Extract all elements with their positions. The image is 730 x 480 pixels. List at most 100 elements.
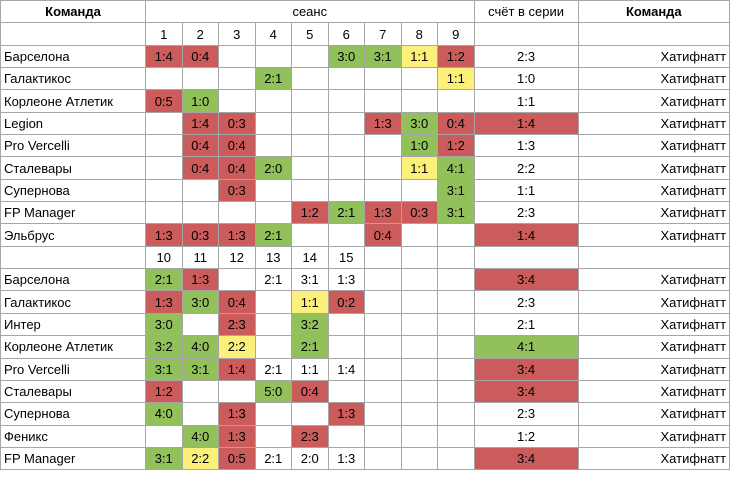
session-score-cell bbox=[291, 223, 329, 247]
session-score-cell bbox=[364, 424, 402, 448]
session-score-cell bbox=[254, 44, 292, 69]
session-score-cell bbox=[145, 424, 183, 448]
header-row: Команда сеанс счёт в серии Команда bbox=[0, 0, 730, 24]
session-score-cell: 2:1 bbox=[145, 268, 183, 292]
session-score-cell bbox=[400, 357, 438, 381]
session-number: 8 bbox=[400, 22, 438, 46]
opponent-name: Хатифнатт bbox=[577, 446, 730, 471]
session-score-cell: 5:0 bbox=[254, 379, 292, 404]
blank-cell bbox=[473, 22, 579, 46]
session-number: 15 bbox=[327, 245, 365, 270]
session-number: 9 bbox=[437, 22, 475, 46]
session-score-cell bbox=[437, 335, 475, 359]
session-score-cell: 3:1 bbox=[291, 268, 329, 292]
session-score-cell: 1:3 bbox=[145, 290, 183, 314]
team-name: Legion bbox=[0, 111, 146, 136]
session-number: 5 bbox=[291, 22, 329, 46]
session-score-cell: 1:3 bbox=[327, 268, 365, 292]
session-score-cell bbox=[181, 402, 219, 426]
session-score-cell: 4:0 bbox=[181, 335, 219, 359]
session-score-cell: 1:3 bbox=[364, 111, 402, 136]
session-score-cell: 1:4 bbox=[327, 357, 365, 381]
session-score-cell: 2:1 bbox=[254, 67, 292, 91]
team-row: Барселона 1:4 0:4 3:0 3:1 1:1 1:2 2:3 Хатифнатт bbox=[0, 44, 730, 69]
session-score-cell bbox=[437, 268, 475, 292]
session-score-cell bbox=[400, 178, 438, 203]
session-score-cell bbox=[181, 379, 219, 404]
team-name: Pro Vercelli bbox=[0, 357, 146, 381]
session-score-cell bbox=[400, 446, 438, 471]
session-number: 7 bbox=[364, 22, 402, 46]
session-score-cell: 1:3 bbox=[145, 223, 183, 247]
session-score-cell: 1:2 bbox=[437, 44, 475, 69]
session-score-cell bbox=[291, 402, 329, 426]
blank-cell bbox=[473, 245, 579, 270]
team-row: Галактикос 1:3 3:0 0:4 1:1 0:2 2:3 Хатифнатт bbox=[0, 290, 730, 314]
session-score-cell: 4:1 bbox=[437, 156, 475, 180]
session-score-cell bbox=[400, 424, 438, 448]
session-number bbox=[364, 245, 402, 270]
session-score-cell bbox=[181, 67, 219, 91]
session-number: 13 bbox=[254, 245, 292, 270]
session-score-cell: 1:2 bbox=[291, 201, 329, 225]
session-score-cell bbox=[400, 89, 438, 113]
session-score-cell: 1:1 bbox=[437, 67, 475, 91]
session-score-cell: 2:1 bbox=[254, 357, 292, 381]
session-score-cell bbox=[145, 111, 183, 136]
team-name: Супернова bbox=[0, 402, 146, 426]
opponent-name: Хатифнатт bbox=[577, 379, 730, 404]
team-name: Сталевары bbox=[0, 379, 146, 404]
session-score-cell: 1:1 bbox=[291, 290, 329, 314]
team-row: Супернова 0:3 3:1 1:1 Хатифнатт bbox=[0, 178, 730, 203]
session-score-cell: 0:5 bbox=[218, 446, 256, 471]
session-number bbox=[400, 245, 438, 270]
session-score-cell bbox=[218, 268, 256, 292]
team-row: FP Manager 3:1 2:2 0:5 2:1 2:0 1:3 3:4 Хатифнатт bbox=[0, 446, 730, 471]
team-row: Супернова 4:0 1:3 1:3 2:3 Хатифнатт bbox=[0, 402, 730, 426]
session-score-cell bbox=[145, 67, 183, 91]
blank-cell bbox=[0, 22, 146, 46]
session-score-cell bbox=[254, 178, 292, 203]
session-score-cell bbox=[218, 201, 256, 225]
opponent-name: Хатифнатт bbox=[577, 111, 730, 136]
session-score-cell bbox=[291, 67, 329, 91]
session-score-cell: 0:4 bbox=[181, 134, 219, 158]
session-score-cell bbox=[254, 402, 292, 426]
team-row: Корлеоне Атлетик 0:5 1:0 1:1 Хатифнатт bbox=[0, 89, 730, 113]
session-score-cell bbox=[254, 201, 292, 225]
series-score-cell: 2:3 bbox=[473, 290, 579, 314]
session-score-cell: 2:0 bbox=[291, 446, 329, 471]
session-score-cell bbox=[437, 223, 475, 247]
team-name: Галактикос bbox=[0, 67, 146, 91]
session-score-cell bbox=[327, 335, 365, 359]
session-score-cell: 2:3 bbox=[291, 424, 329, 448]
team-row: Сталевары 1:2 5:0 0:4 3:4 Хатифнатт bbox=[0, 379, 730, 404]
session-score-cell bbox=[254, 312, 292, 337]
opponent-name: Хатифнатт bbox=[577, 134, 730, 158]
series-score-cell: 3:4 bbox=[473, 357, 579, 381]
session-score-cell bbox=[254, 290, 292, 314]
session-score-cell: 2:1 bbox=[254, 223, 292, 247]
session-score-cell: 0:4 bbox=[291, 379, 329, 404]
session-score-cell: 2:1 bbox=[291, 335, 329, 359]
opponent-name: Хатифнатт bbox=[577, 424, 730, 448]
session-score-cell: 0:4 bbox=[218, 156, 256, 180]
session-score-cell: 0:3 bbox=[218, 111, 256, 136]
session-score-cell: 1:2 bbox=[437, 134, 475, 158]
session-score-cell bbox=[327, 134, 365, 158]
team-row: Pro Vercelli 3:1 3:1 1:4 2:1 1:1 1:4 3:4 Хатифна… bbox=[0, 357, 730, 381]
session-score-cell: 1:0 bbox=[400, 134, 438, 158]
session-score-cell: 3:1 bbox=[364, 44, 402, 69]
session-score-cell bbox=[364, 67, 402, 91]
series-score-cell: 2:3 bbox=[473, 44, 579, 69]
team-name: Эльбрус bbox=[0, 223, 146, 247]
session-score-cell bbox=[364, 379, 402, 404]
series-score-cell: 2:3 bbox=[473, 201, 579, 225]
session-score-cell: 1:3 bbox=[218, 402, 256, 426]
session-number-row: 10 11 12 13 14 15 bbox=[0, 245, 730, 270]
session-score-cell bbox=[291, 44, 329, 69]
team-name: Сталевары bbox=[0, 156, 146, 180]
session-number: 1 bbox=[145, 22, 183, 46]
